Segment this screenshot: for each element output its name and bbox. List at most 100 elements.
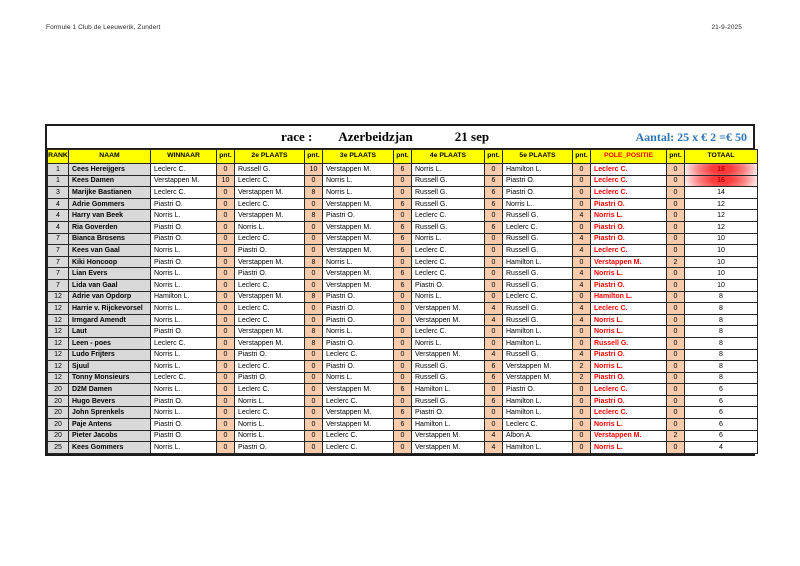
pnt-cell: 6 <box>393 232 412 246</box>
plaats2-cell: Norris L. <box>234 418 305 431</box>
pnt-cell: 0 <box>484 418 503 431</box>
plaats5-cell: Russell G. <box>502 302 573 315</box>
totaal-cell: 6 <box>684 429 758 443</box>
plaats5-cell: Hamilton L. <box>502 406 573 420</box>
pnt-cell: 10 <box>304 163 323 176</box>
rank-cell: 12 <box>47 290 69 304</box>
winnaar-cell: Hamilton L. <box>150 290 217 304</box>
plaats4-cell: Russell G. <box>411 360 485 373</box>
winnaar-cell: Norris L. <box>150 383 217 396</box>
naam-cell: Lian Evers <box>68 267 151 280</box>
pnt-cell: 6 <box>393 163 412 176</box>
rank-cell: 4 <box>47 197 69 211</box>
pnt-cell: 0 <box>572 383 591 396</box>
plaats4-cell: Russell G. <box>411 186 485 199</box>
pole-cell: Piastri O. <box>590 197 667 211</box>
pole-cell: Piastri O. <box>590 348 667 362</box>
pole-cell: Leclerc C. <box>590 244 667 257</box>
pnt-cell: 8 <box>304 255 323 269</box>
plaats5-cell: Hamilton L. <box>502 325 573 338</box>
pnt-cell: 4 <box>572 313 591 327</box>
pnt-cell: 0 <box>666 244 685 257</box>
pnt-cell: 0 <box>666 348 685 362</box>
pnt-cell: 0 <box>304 244 323 257</box>
plaats5-cell: Russell G. <box>502 278 573 292</box>
table-row: 20 Paje Antens Piastri O. 0 Norris L. 0 Versta… <box>47 418 758 431</box>
plaats5-cell: Hamilton L. <box>502 394 573 408</box>
winnaar-cell: Piastri O. <box>150 197 217 211</box>
naam-cell: Adrie Gommers <box>68 197 151 211</box>
pnt-cell: 4 <box>484 348 503 362</box>
pnt-cell: 0 <box>572 197 591 211</box>
page-header-left: Formule 1 Club de Leeuwerik, Zundert <box>46 24 161 31</box>
totaal-cell: 8 <box>684 360 758 373</box>
winnaar-cell: Norris L. <box>150 302 217 315</box>
pnt-cell: 0 <box>572 394 591 408</box>
pole-cell: Norris L. <box>590 267 667 280</box>
plaats5-cell: Verstappen M. <box>502 371 573 385</box>
plaats4-cell: Verstappen M. <box>411 441 485 454</box>
pnt-cell: 0 <box>304 232 323 246</box>
pnt-cell: 0 <box>484 244 503 257</box>
totaal-cell: 12 <box>684 197 758 211</box>
column-header-pnt: pnt. <box>304 149 323 164</box>
pnt-cell: 0 <box>216 232 235 246</box>
plaats5-cell: Hamilton L. <box>502 441 573 454</box>
plaats5-cell: Albon A. <box>502 429 573 443</box>
table-row: 4 Adrie Gommers Piastri O. 0 Leclerc C. 0 Vers… <box>47 197 758 211</box>
plaats4-cell: Leclerc C. <box>411 244 485 257</box>
winnaar-cell: Leclerc C. <box>150 336 217 350</box>
page-header-date: 21-9-2025 <box>711 24 742 31</box>
rank-cell: 25 <box>47 441 69 454</box>
plaats3-cell: Leclerc C. <box>322 441 394 454</box>
table-row: 1 Kees Damen Verstappen M. 10 Leclerc C. 0 Nor… <box>47 174 758 188</box>
pnt-cell: 6 <box>484 220 503 234</box>
rank-cell: 12 <box>47 302 69 315</box>
plaats5-cell: Russell G. <box>502 232 573 246</box>
pnt-cell: 0 <box>216 406 235 420</box>
pnt-cell: 4 <box>484 429 503 443</box>
column-header-winnaar: WINNAAR <box>150 149 217 164</box>
pole-cell: Norris L. <box>590 360 667 373</box>
totaal-cell: 10 <box>684 278 758 292</box>
pnt-cell: 0 <box>216 244 235 257</box>
pole-cell: Norris L. <box>590 441 667 454</box>
winnaar-cell: Norris L. <box>150 267 217 280</box>
plaats4-cell: Piastri O. <box>411 278 485 292</box>
plaats5-cell: Norris L. <box>502 197 573 211</box>
pnt-cell: 0 <box>572 418 591 431</box>
pnt-cell: 6 <box>484 394 503 408</box>
pnt-cell: 0 <box>304 383 323 396</box>
table-row: 12 Sjuul Norris L. 0 Leclerc C. 0 Piastri O. 0 R… <box>47 360 758 373</box>
rank-cell: 12 <box>47 348 69 362</box>
rank-cell: 7 <box>47 267 69 280</box>
winnaar-cell: Norris L. <box>150 360 217 373</box>
title-bar: race : Azerbeidzjan 21 sep Aantal: 25 x … <box>47 126 753 149</box>
pole-cell: Piastri O. <box>590 394 667 408</box>
pnt-cell: 0 <box>216 429 235 443</box>
plaats2-cell: Piastri O. <box>234 244 305 257</box>
winnaar-cell: Leclerc C. <box>150 163 217 176</box>
naam-cell: Kees Damen <box>68 174 151 188</box>
plaats5-cell: Russell G. <box>502 209 573 222</box>
pnt-cell: 2 <box>572 360 591 373</box>
pnt-cell: 0 <box>216 220 235 234</box>
pnt-cell: 0 <box>666 278 685 292</box>
pnt-cell: 8 <box>304 209 323 222</box>
plaats5-cell: Leclerc C. <box>502 418 573 431</box>
plaats2-cell: Norris L. <box>234 429 305 443</box>
column-header-plaats: 4e PLAATS <box>411 149 485 164</box>
naam-cell: Irmgard Amendt <box>68 313 151 327</box>
pnt-cell: 2 <box>666 255 685 269</box>
pole-cell: Norris L. <box>590 209 667 222</box>
naam-cell: Sjuul <box>68 360 151 373</box>
plaats2-cell: Verstappen M. <box>234 209 305 222</box>
column-header-naam: NAAM <box>68 149 151 164</box>
winnaar-cell: Norris L. <box>150 406 217 420</box>
pnt-cell: 0 <box>304 348 323 362</box>
pnt-cell: 0 <box>304 429 323 443</box>
pnt-cell: 0 <box>304 441 323 454</box>
column-header-pnt: pnt. <box>484 149 503 164</box>
pnt-cell: 6 <box>484 186 503 199</box>
pnt-cell: 0 <box>484 232 503 246</box>
